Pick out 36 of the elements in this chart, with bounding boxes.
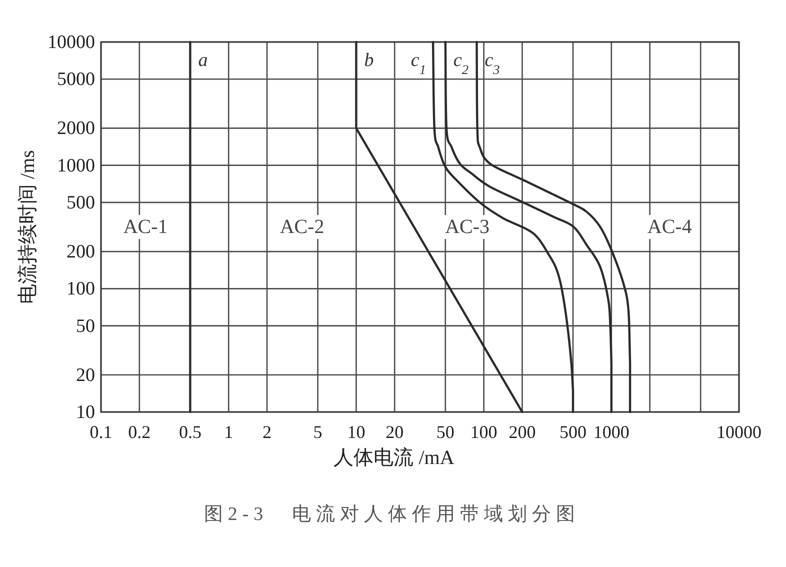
y-tick-label: 500: [66, 192, 95, 213]
x-tick-label: 10000: [716, 422, 762, 442]
y-tick-label: 5000: [57, 68, 95, 90]
annotation: AC-4: [647, 216, 692, 238]
x-tick-label: 1000: [593, 422, 630, 442]
x-tick-label: 0.1: [90, 422, 112, 442]
y-tick-label: 2000: [57, 118, 95, 139]
x-tick-label: 5: [313, 422, 322, 442]
series-label: c$_{2}$: [453, 50, 469, 76]
x-tick-label: 0.2: [128, 422, 151, 442]
x-tick-label: 2: [262, 422, 272, 442]
y-tick-label: 20: [76, 364, 95, 386]
x-tick-label: 1: [224, 422, 234, 442]
y-tick-label: 10: [76, 402, 95, 422]
y-tick-label: 10000: [48, 32, 95, 52]
annotation: AC-3: [445, 216, 490, 238]
x-tick-label: 500: [559, 422, 586, 442]
annotation: AC-1: [123, 216, 168, 238]
y-tick-label: 50: [76, 315, 95, 336]
x-tick-label: 200: [508, 422, 536, 442]
series-label: b: [364, 50, 374, 71]
y-tick-label: 200: [66, 241, 95, 262]
x-tick-label: 20: [386, 422, 404, 442]
y-tick-label: 100: [66, 278, 95, 300]
annotation: AC-2: [280, 216, 324, 238]
series-label: a: [198, 50, 208, 71]
y-tick-label: 1000: [57, 154, 95, 176]
series-label: c$_{3}$: [484, 50, 500, 76]
text: 图2-3 电流对人体作用带域划分图: [204, 503, 580, 525]
x-tick-label: 0.5: [178, 422, 202, 442]
x-axis-title: 人体电流 /mA: [334, 447, 455, 469]
x-tick-label: 10: [347, 422, 366, 442]
y-axis-title: 电流持续时间 /ms: [17, 150, 39, 304]
x-tick-label: 50: [436, 422, 454, 442]
x-tick-label: 100: [470, 422, 498, 442]
series-label: c$_{1}$: [410, 50, 426, 76]
